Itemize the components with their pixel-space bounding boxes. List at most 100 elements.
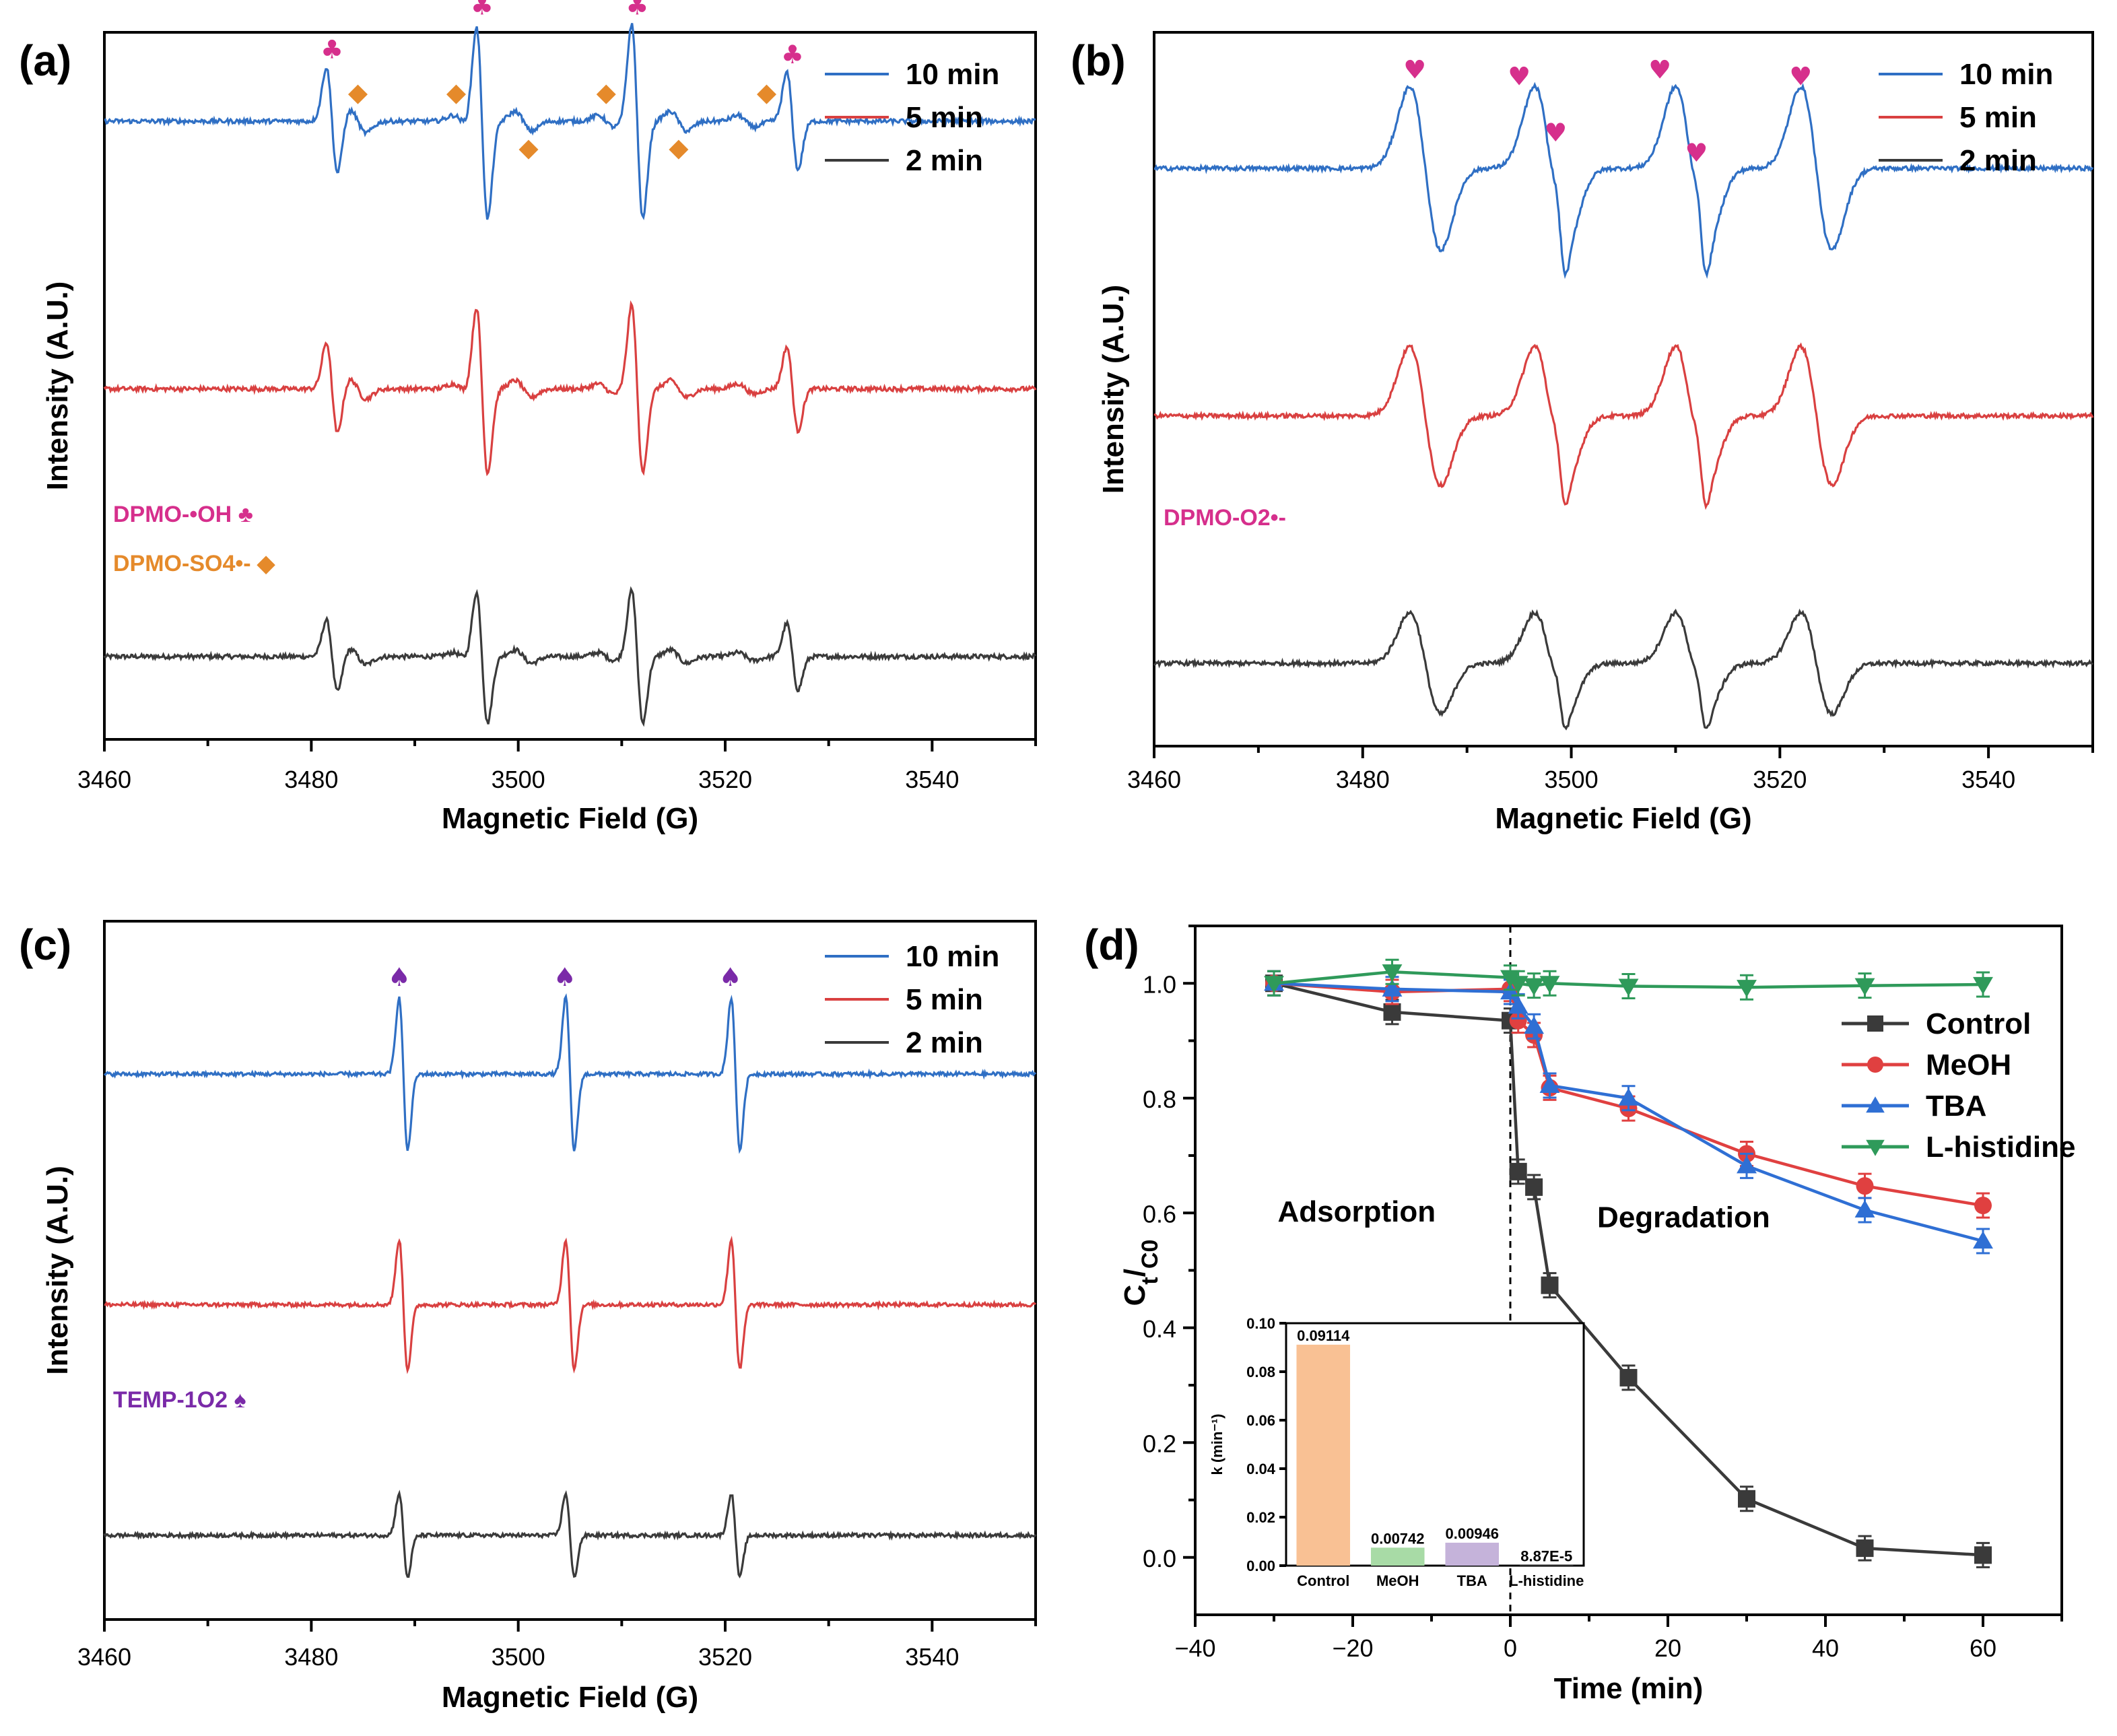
x-tick-label: 3480 — [284, 766, 338, 793]
spade-marker: ♠ — [388, 962, 411, 992]
data-point-L-histidine — [1524, 978, 1545, 996]
annotation-temp-1o2: TEMP-1O2 ♠ — [113, 1387, 246, 1413]
heart-marker: ♥ — [1403, 55, 1426, 85]
panel-label: (c) — [19, 921, 71, 969]
data-point-TBA — [1508, 996, 1528, 1014]
legend-marker — [1866, 1139, 1885, 1156]
inset-y-tick-label: 0.08 — [1246, 1364, 1275, 1380]
inset-bar-MeOH — [1370, 1547, 1425, 1566]
x-tick-label: 3520 — [1753, 766, 1807, 793]
panel-a: 3460 3480 3500 3520 3540 Magnetic Field (G) In… — [19, 0, 1037, 835]
data-point-MeOH — [1856, 1177, 1874, 1195]
x-tick-label: 3480 — [1336, 766, 1390, 793]
x-tick-label: 3500 — [492, 1643, 545, 1671]
legend-entry: 10 min — [906, 940, 999, 973]
legend-marker — [1867, 1015, 1883, 1032]
data-point-Control — [1619, 1368, 1638, 1387]
inset-y-tick-label: 0.10 — [1246, 1315, 1275, 1332]
plot-frame — [103, 920, 1037, 1621]
y-tick-label: 0.4 — [1143, 1315, 1176, 1343]
club-marker: ♣ — [471, 0, 494, 21]
club-marker: ♣ — [781, 40, 804, 69]
legend-marker — [1867, 1057, 1883, 1073]
inset-y-axis-title: k (min⁻¹) — [1209, 1413, 1225, 1475]
inset-bar-value-label: 0.00742 — [1371, 1530, 1425, 1547]
heart-marker: ♥ — [1685, 138, 1708, 168]
data-point-TBA — [1618, 1088, 1639, 1106]
data-point-L-histidine — [1539, 976, 1560, 994]
legend-entry: 5 min — [906, 983, 983, 1016]
legend-entry: MeOH — [1926, 1048, 2011, 1081]
panel-d: −40 −20 0 20 40 60 0.0 0.2 0.4 0.6 0.8 1.0 Time (min… — [1084, 921, 2075, 1705]
panel-label: (a) — [19, 36, 71, 85]
region-label-adsorption: Adsorption — [1278, 1195, 1436, 1228]
inset-y-tick-label: 0.02 — [1246, 1509, 1275, 1526]
annotation-dpmo-o2: DPMO-O2•- — [1164, 505, 1286, 531]
heart-marker: ♥ — [1789, 62, 1812, 92]
inset-y-tick-label: 0.04 — [1246, 1461, 1276, 1477]
panel-label: (d) — [1084, 921, 1139, 969]
legend-entry: 10 min — [1959, 58, 2053, 91]
legend-entry: 5 min — [906, 101, 983, 134]
diamond-marker: ◆ — [348, 77, 368, 107]
series-line-2-min — [103, 586, 1037, 727]
inset-bar-Control — [1296, 1344, 1351, 1566]
x-axis-title: Magnetic Field (G) — [442, 1681, 698, 1714]
x-tick-label: 3460 — [77, 1643, 131, 1671]
x-axis-title: Magnetic Field (G) — [1495, 802, 1751, 835]
x-axis-title: Magnetic Field (G) — [442, 802, 698, 835]
x-tick-label: 3500 — [492, 766, 545, 793]
diamond-marker: ◆ — [446, 77, 467, 107]
y-tick-label: 0.6 — [1143, 1200, 1176, 1228]
club-marker: ♣ — [626, 0, 648, 21]
data-point-TBA — [1737, 1156, 1757, 1174]
series-line-Control — [1273, 982, 1984, 1557]
data-point-TBA — [1539, 1075, 1560, 1094]
data-point-L-histidine — [1737, 980, 1757, 998]
spade-marker: ♠ — [719, 962, 742, 992]
diamond-marker: ◆ — [597, 77, 617, 107]
x-tick-label: 3540 — [1961, 766, 2015, 793]
x-tick-label: 40 — [1812, 1634, 1839, 1662]
data-point-Control — [1856, 1539, 1874, 1558]
inset-y-tick-label: 0.00 — [1246, 1558, 1275, 1574]
y-axis-title: Intensity (A.U.) — [1097, 285, 1130, 494]
annotation-dpmo-oh: DPMO-•OH ♣ — [113, 502, 253, 527]
plot-frame — [103, 31, 1037, 741]
data-point-Control — [1738, 1490, 1755, 1508]
club-marker: ♣ — [321, 35, 343, 65]
spade-marker: ♠ — [553, 962, 576, 992]
panel-b: 3460 3480 3500 3520 3540 Magnetic Field (G) In… — [1071, 31, 2094, 835]
heart-marker: ♥ — [1648, 55, 1671, 85]
y-tick-label: 0.8 — [1143, 1086, 1176, 1113]
data-point-Control — [1383, 1003, 1401, 1021]
data-point-L-histidine — [1382, 964, 1403, 982]
data-point-Control — [1509, 1162, 1527, 1180]
inset-y-tick-label: 0.06 — [1246, 1412, 1275, 1429]
data-point-MeOH — [1974, 1197, 1992, 1215]
y-axis-title: Intensity (A.U.) — [41, 281, 74, 490]
data-point-MeOH — [1509, 1011, 1527, 1030]
x-tick-label: 3540 — [905, 1643, 959, 1671]
data-point-Control — [1525, 1178, 1543, 1196]
data-point-TBA — [1854, 1200, 1875, 1218]
legend-entry: 10 min — [906, 58, 999, 91]
x-tick-label: 3520 — [698, 1643, 752, 1671]
legend-entry: 5 min — [1959, 101, 2037, 134]
inset-bar-value-label: 0.09114 — [1297, 1327, 1350, 1344]
panel-label: (b) — [1071, 36, 1126, 85]
series-line-2-min — [1153, 608, 2094, 731]
series-line-10-min — [1153, 81, 2094, 279]
data-point-Control — [1541, 1276, 1559, 1294]
series-line-5-min — [103, 300, 1037, 477]
inset-bar-TBA — [1445, 1542, 1500, 1566]
diamond-marker: ◆ — [669, 133, 689, 162]
series-line-10-min — [104, 23, 1036, 221]
x-tick-label: 3540 — [905, 766, 959, 793]
x-tick-label: 3460 — [1127, 766, 1181, 793]
y-axis-title: Intensity (A.U.) — [41, 1166, 74, 1374]
x-axis-title: Time (min) — [1554, 1672, 1704, 1705]
legend-entry: L-histidine — [1926, 1131, 2075, 1164]
data-point-L-histidine — [1854, 978, 1875, 996]
